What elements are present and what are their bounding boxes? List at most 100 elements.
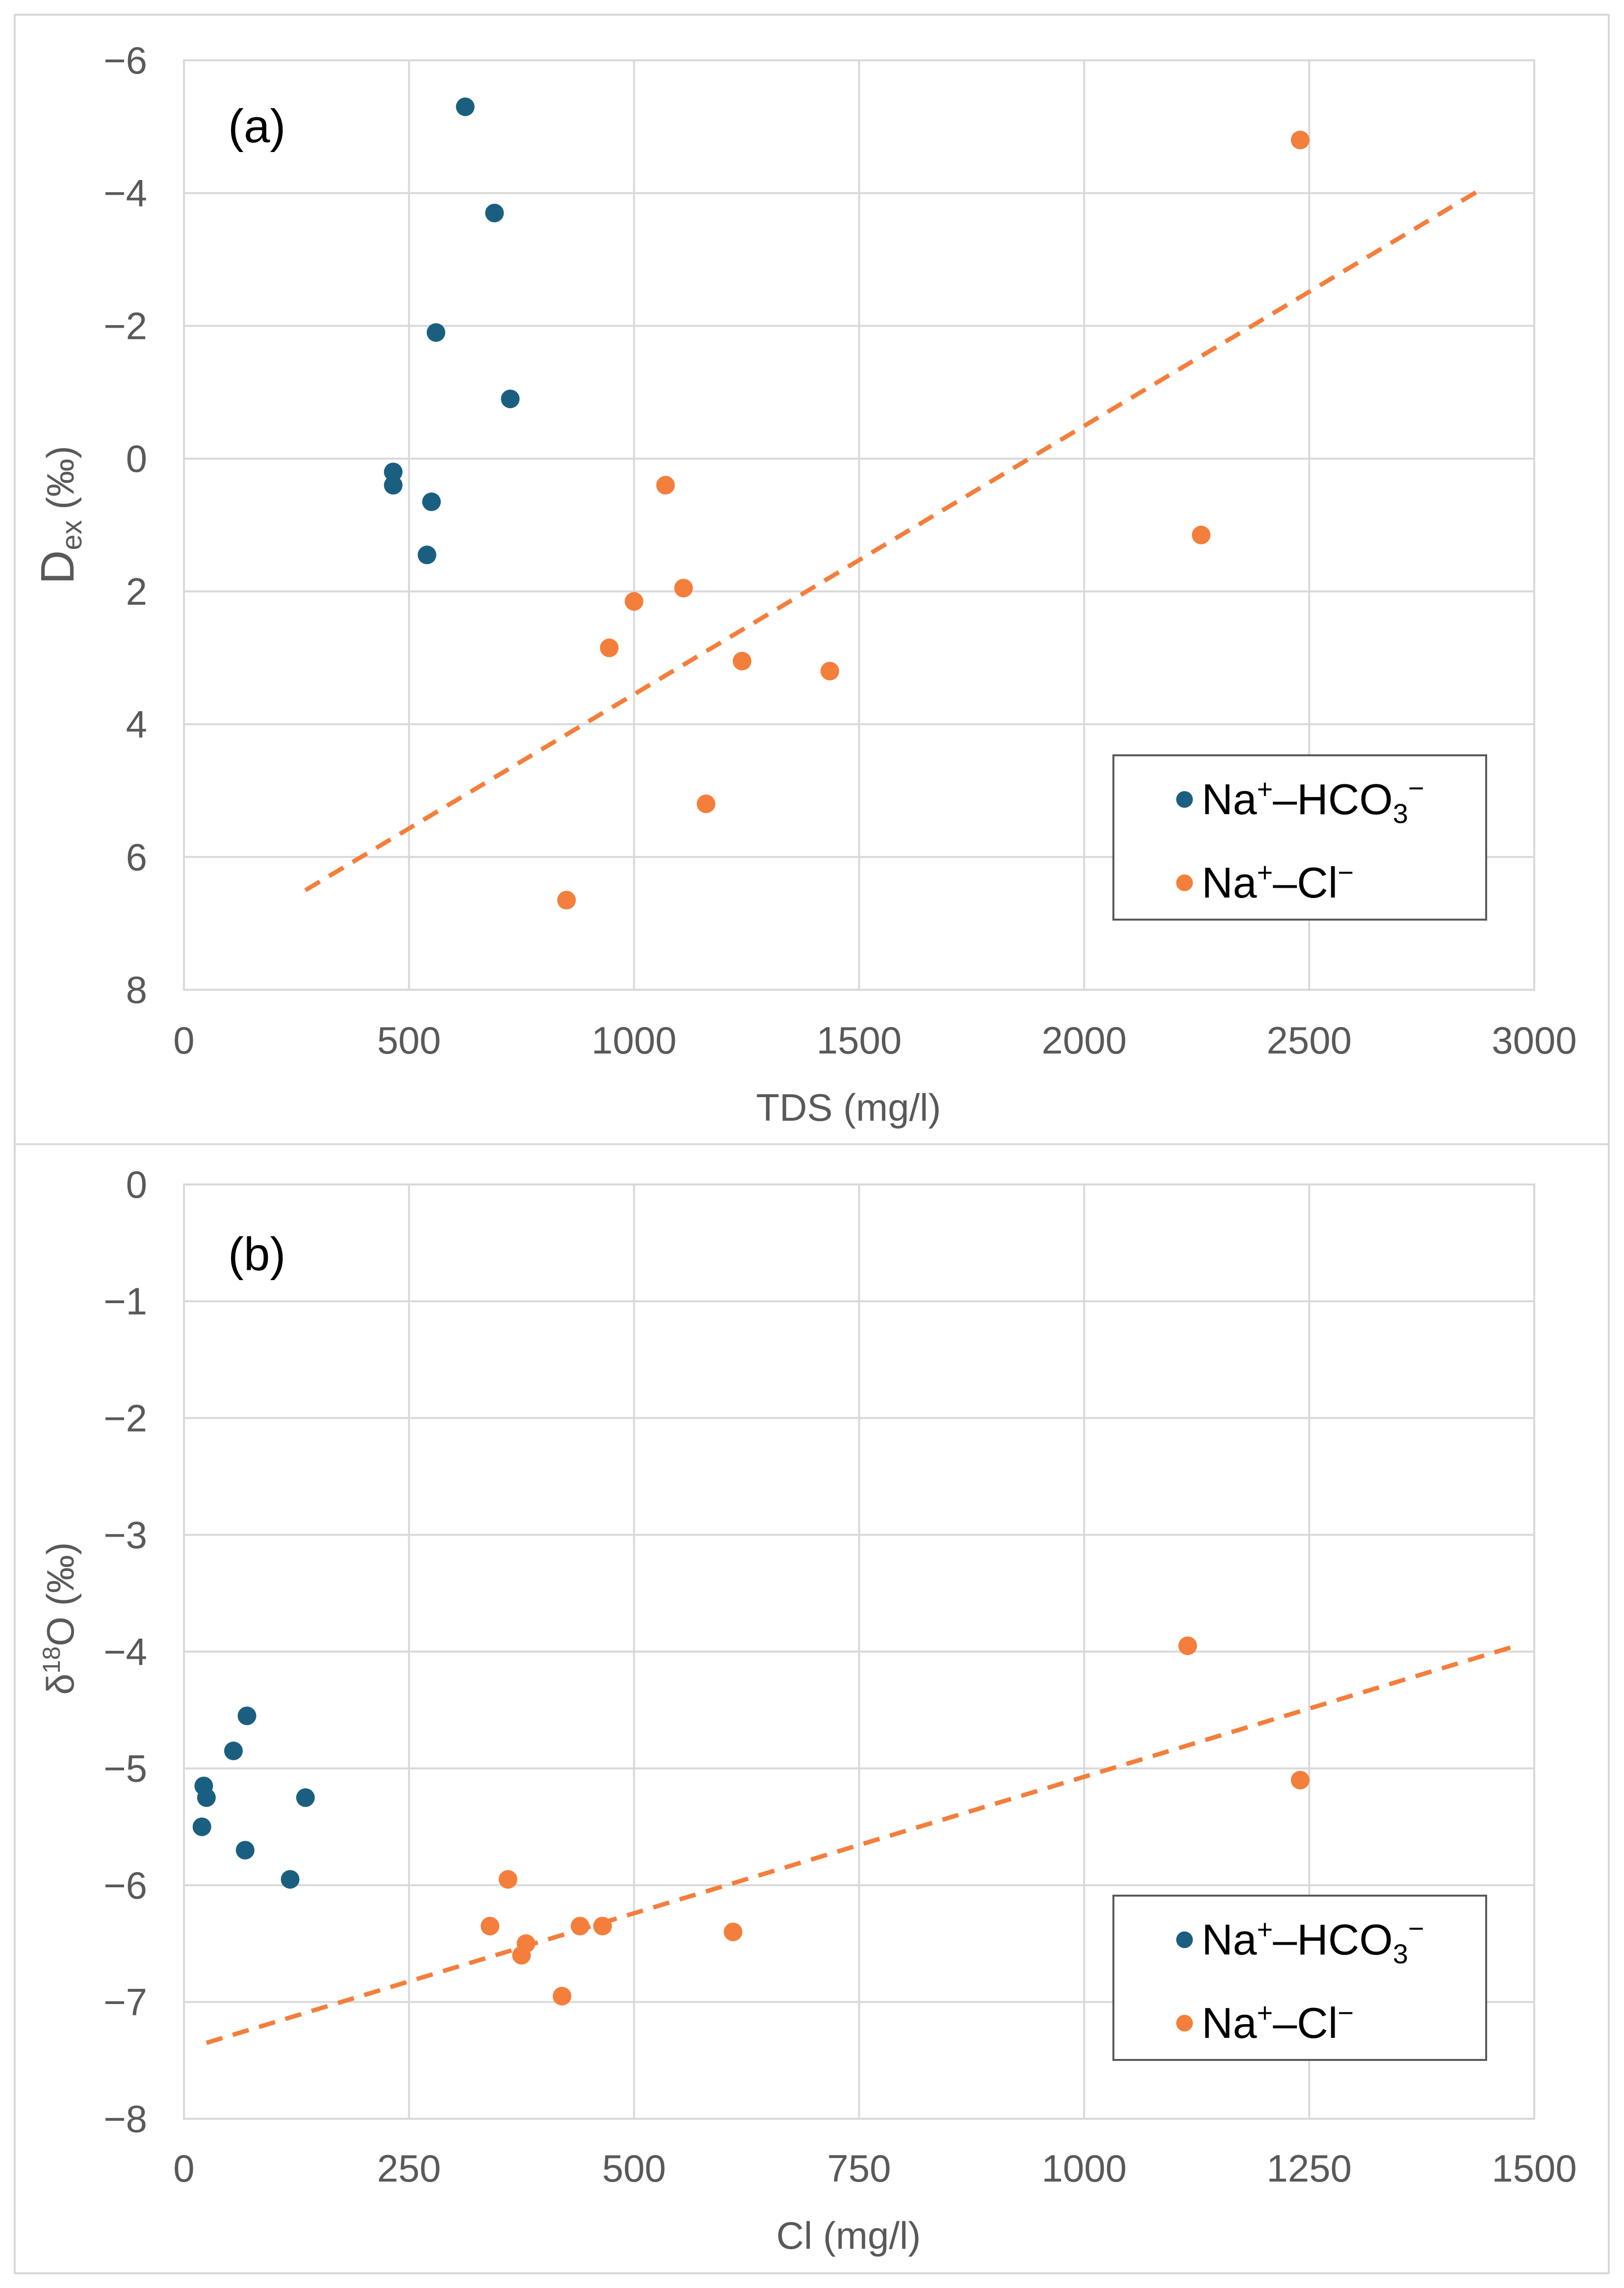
data-point-cl (1178, 1636, 1197, 1655)
y-tick-label: −4 (103, 1630, 147, 1673)
data-point-cl (512, 1946, 531, 1965)
panel-b-y-axis-title-sup: 18 (38, 1646, 65, 1674)
data-point-cl (674, 579, 693, 598)
panel-b-points (192, 1636, 1310, 2005)
x-tick-label: 2000 (1042, 1019, 1127, 1062)
data-point-cl (1290, 1771, 1310, 1790)
plot-area-border (183, 1183, 1535, 2120)
y-tick-label: −1 (103, 1280, 147, 1323)
panel-b-legend-box (1112, 1895, 1487, 2061)
y-tick-label: −2 (103, 1396, 147, 1440)
data-point-hco3 (235, 1841, 255, 1860)
data-point-hco3 (384, 476, 403, 495)
y-tick-label: −3 (103, 1513, 147, 1556)
data-point-hco3 (192, 1817, 211, 1836)
data-point-hco3 (296, 1788, 315, 1807)
data-point-cl (552, 1986, 571, 2005)
x-tick-label: 1000 (592, 1019, 677, 1062)
panel-a-trendline-group (304, 188, 1482, 892)
panel-a-x-tick-labels: 0 500 1000 1500 2000 2500 3000 (173, 1019, 1576, 1062)
panel-a-points (384, 97, 1310, 910)
panel-b-trendline-group (206, 1644, 1517, 2045)
panel-b-gridlines (183, 1183, 1535, 2120)
x-tick-label: 2500 (1266, 1019, 1352, 1062)
data-point-cl (1191, 525, 1211, 544)
data-point-hco3 (456, 97, 475, 116)
data-point-cl (1290, 130, 1310, 150)
data-point-cl (593, 1917, 612, 1936)
panel-b-frame (14, 1143, 1610, 2274)
y-tick-label: −4 (103, 172, 147, 215)
trendline-a (304, 188, 1482, 892)
x-tick-label: 3000 (1492, 1019, 1577, 1062)
panel-b-y-axis-title-main: δ (39, 1673, 82, 1695)
x-tick-label: 1000 (1042, 2147, 1127, 2190)
y-tick-label: 6 (126, 835, 147, 878)
panel-a-y-axis-title-rest: (‰) (39, 446, 82, 520)
x-tick-label: 250 (377, 2147, 441, 2190)
x-tick-label: 500 (377, 1019, 441, 1062)
panel-a-label: (a) (228, 100, 285, 153)
y-tick-label: 4 (126, 703, 147, 746)
y-tick-label: −6 (103, 1864, 147, 1907)
panel-b-y-axis-title: δ18O (‰) (38, 1542, 82, 1695)
y-tick-label: 0 (126, 1163, 147, 1206)
panel-b-x-tick-labels: 0 250 500 750 1000 1250 1500 (173, 2147, 1576, 2190)
data-point-cl (570, 1917, 590, 1936)
panel-b: 0 −1 −2 −3 −4 −5 −6 −7 −8 0 250 500 750 1000 1250 1500… (14, 1143, 1610, 2274)
data-point-hco3 (422, 492, 441, 512)
panel-b-y-tick-labels: 0 −1 −2 −3 −4 −5 −6 −7 −8 (103, 1163, 147, 2140)
panel-a-legend-label-hco3: Na+–HCO3− (1202, 772, 1424, 829)
data-point-hco3 (426, 323, 445, 342)
panel-a-legend: Na+–HCO3− Na+–Cl− (1112, 754, 1487, 921)
data-point-cl (624, 592, 644, 611)
panel-b-legend-marker-hco3 (1176, 1931, 1193, 1948)
data-point-hco3 (224, 1741, 243, 1760)
y-tick-label: −6 (103, 39, 147, 82)
data-point-cl (732, 651, 751, 670)
data-point-cl (498, 1870, 517, 1889)
data-point-cl (723, 1923, 743, 1941)
data-point-hco3 (485, 204, 504, 223)
data-point-cl (656, 476, 675, 495)
panel-a-legend-marker-hco3 (1176, 791, 1193, 808)
data-point-hco3 (501, 389, 520, 409)
panel-b-legend: Na+–HCO3− Na+–Cl− (1112, 1895, 1487, 2061)
x-tick-label: 0 (173, 2147, 194, 2190)
data-point-cl (696, 795, 716, 813)
data-point-cl (481, 1917, 500, 1936)
panel-a-y-axis-title-main: D (31, 550, 84, 584)
data-point-hco3 (237, 1706, 257, 1725)
panel-b-y-axis-title-rest: O (‰) (39, 1542, 82, 1646)
y-tick-label: 0 (126, 437, 147, 480)
x-tick-label: 750 (827, 2147, 891, 2190)
panel-a-x-axis-title: TDS (mg/l) (756, 1086, 941, 1129)
x-tick-label: 1500 (1492, 2147, 1577, 2190)
panel-b-legend-marker-cl (1176, 2015, 1193, 2031)
panel-a-y-tick-labels: −6 −4 −2 0 2 4 6 8 (103, 39, 147, 1011)
panel-b-legend-label-cl: Na+–Cl− (1202, 1997, 1354, 2047)
y-tick-label: −8 (103, 2097, 147, 2140)
data-point-cl (600, 638, 619, 657)
panel-a-legend-box (1112, 754, 1487, 921)
x-tick-label: 1250 (1266, 2147, 1352, 2190)
data-point-cl (820, 662, 839, 681)
trendline-b (206, 1644, 1517, 2045)
y-tick-label: −7 (103, 1980, 147, 2024)
panel-a: −6 −4 −2 0 2 4 6 8 0 500 1000 1500 2000 2500 3000 (a)… (14, 14, 1610, 1145)
panel-a-y-axis-title-sub: ex (56, 520, 88, 550)
panel-b-x-axis-title: Cl (mg/l) (776, 2214, 921, 2257)
y-tick-label: 2 (126, 570, 147, 613)
x-tick-label: 0 (173, 1019, 194, 1062)
data-point-hco3 (281, 1870, 300, 1889)
data-point-cl (557, 891, 576, 910)
panel-a-legend-marker-cl (1176, 874, 1193, 891)
panel-b-label: (b) (228, 1228, 285, 1281)
y-tick-label: −2 (103, 304, 147, 347)
y-tick-label: −5 (103, 1747, 147, 1790)
x-tick-label: 1500 (817, 1019, 902, 1062)
plot-area-border (183, 59, 1535, 991)
data-point-hco3 (384, 463, 403, 482)
panel-a-frame (14, 14, 1610, 1145)
